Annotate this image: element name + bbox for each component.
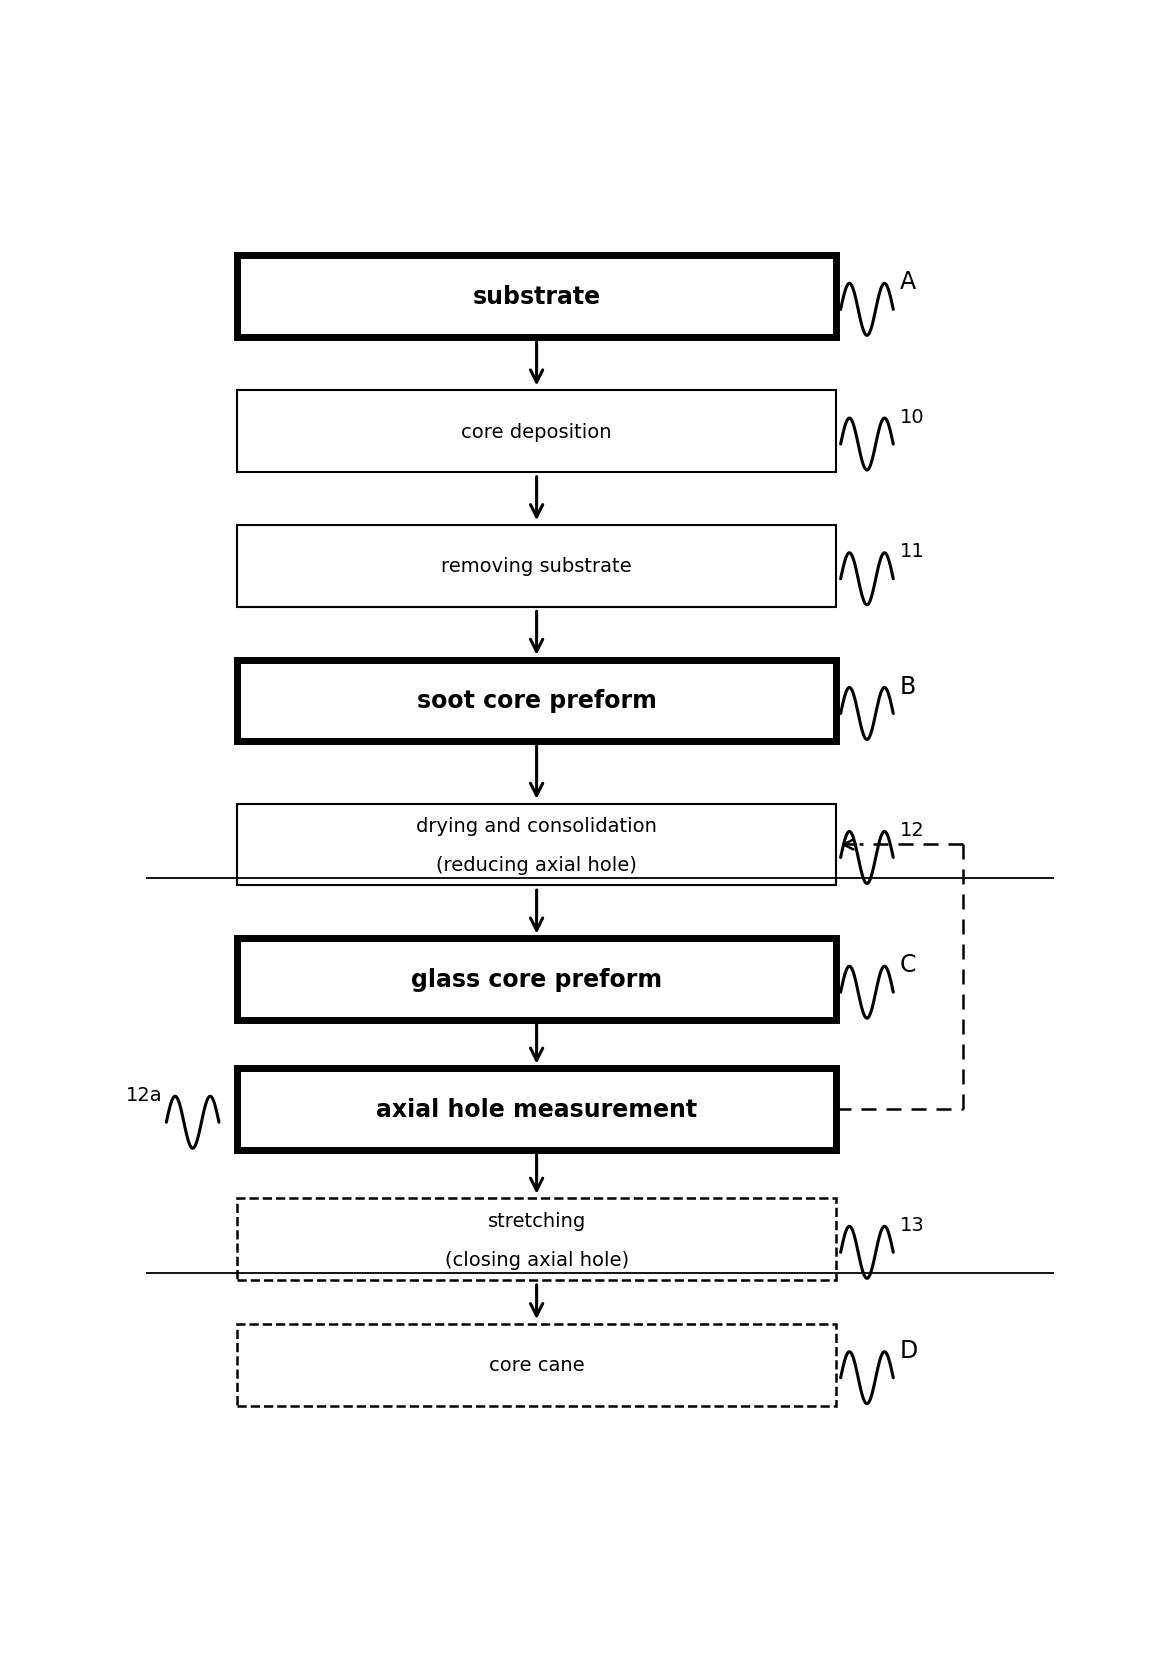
Bar	[237, 938, 836, 1020]
Bar	[237, 1068, 836, 1150]
Text: stretching: stretching	[487, 1211, 586, 1230]
Text: 12a: 12a	[126, 1085, 163, 1105]
Text: A: A	[899, 270, 916, 295]
Text: 11: 11	[899, 542, 924, 561]
Text: (closing axial hole): (closing axial hole)	[445, 1250, 629, 1270]
Text: core deposition: core deposition	[461, 423, 612, 441]
Text: 13: 13	[899, 1215, 924, 1235]
Bar	[237, 661, 836, 742]
Text: substrate: substrate	[473, 285, 601, 310]
Text: B: B	[899, 674, 916, 699]
Bar	[237, 1325, 836, 1406]
Bar	[237, 256, 836, 338]
Bar	[237, 526, 836, 607]
Text: core cane: core cane	[488, 1356, 584, 1374]
Text: axial hole measurement: axial hole measurement	[376, 1098, 697, 1122]
Text: 10: 10	[899, 408, 924, 426]
Bar	[237, 391, 836, 473]
Text: removing substrate: removing substrate	[441, 557, 632, 576]
Text: C: C	[899, 953, 916, 977]
Text: soot core preform: soot core preform	[417, 689, 657, 714]
Text: glass core preform: glass core preform	[411, 967, 662, 992]
Bar	[237, 1198, 836, 1280]
Text: drying and consolidation: drying and consolidation	[416, 817, 657, 835]
Bar	[237, 804, 836, 885]
Text: (reducing axial hole): (reducing axial hole)	[436, 855, 637, 875]
Text: D: D	[899, 1338, 918, 1363]
Text: 12: 12	[899, 820, 924, 840]
